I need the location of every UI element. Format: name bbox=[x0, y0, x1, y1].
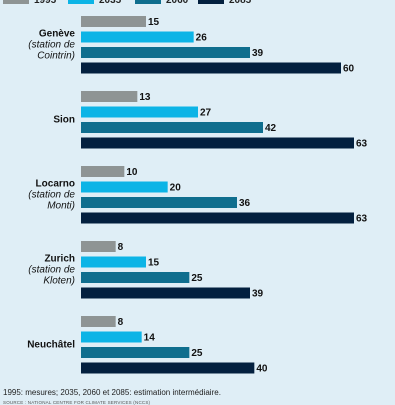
bar bbox=[81, 347, 190, 358]
bar bbox=[81, 331, 142, 343]
data-label: 8 bbox=[118, 242, 124, 253]
legend-swatch bbox=[3, 0, 29, 4]
data-label: 14 bbox=[144, 333, 156, 344]
legend-label: 2035 bbox=[99, 0, 122, 6]
data-label: 39 bbox=[252, 48, 264, 59]
data-label: 63 bbox=[356, 139, 368, 150]
bar bbox=[81, 197, 237, 208]
data-label: 25 bbox=[191, 273, 203, 284]
legend-swatch bbox=[68, 0, 94, 4]
legend-swatch bbox=[135, 0, 161, 4]
data-label: 15 bbox=[148, 258, 160, 269]
data-label: 26 bbox=[196, 33, 208, 44]
category-label: Sion bbox=[53, 114, 75, 125]
data-label: 13 bbox=[139, 92, 151, 103]
bar bbox=[81, 166, 125, 177]
data-label: 20 bbox=[170, 183, 182, 194]
bar bbox=[81, 272, 190, 283]
bar bbox=[81, 16, 146, 27]
category-sublabel: Monti) bbox=[47, 200, 75, 211]
source-note: SOURCE : NATIONAL CENTRE FOR CLIMATE SER… bbox=[3, 400, 151, 405]
bar bbox=[81, 316, 116, 327]
data-label: 60 bbox=[343, 64, 355, 75]
data-label: 25 bbox=[191, 348, 203, 359]
data-label: 10 bbox=[126, 167, 138, 178]
bar bbox=[81, 241, 116, 252]
category-label: Locarno bbox=[36, 178, 75, 189]
bar bbox=[81, 106, 198, 118]
category-sublabel: Cointrin) bbox=[37, 50, 75, 61]
legend-swatch bbox=[198, 0, 224, 4]
category-sublabel: (station de bbox=[28, 39, 75, 50]
bar bbox=[81, 212, 354, 224]
bar bbox=[81, 122, 263, 133]
category-sublabel: (station de bbox=[28, 189, 75, 200]
legend-label: 1995 bbox=[34, 0, 57, 6]
category-label: Genève bbox=[39, 28, 76, 39]
bar bbox=[81, 31, 194, 43]
category-sublabel: (station de bbox=[28, 264, 75, 275]
bar bbox=[81, 287, 250, 299]
footnote: 1995: mesures; 2035, 2060 et 2085: estim… bbox=[3, 388, 221, 397]
category-sublabel: Kloten) bbox=[43, 275, 75, 286]
bar bbox=[81, 181, 168, 193]
bar bbox=[81, 137, 354, 149]
bar bbox=[81, 91, 138, 102]
bar bbox=[81, 362, 255, 374]
category-label: Neuchâtel bbox=[27, 339, 75, 350]
data-label: 63 bbox=[356, 214, 368, 225]
data-label: 39 bbox=[252, 289, 264, 300]
data-label: 27 bbox=[200, 108, 212, 119]
bar bbox=[81, 47, 250, 58]
data-label: 15 bbox=[148, 17, 160, 28]
legend-label: 2085 bbox=[229, 0, 252, 6]
category-label: Zurich bbox=[44, 253, 75, 264]
bar bbox=[81, 62, 341, 74]
legend-label: 2060 bbox=[166, 0, 189, 6]
data-label: 40 bbox=[256, 364, 268, 375]
data-label: 42 bbox=[265, 123, 277, 134]
data-label: 8 bbox=[118, 317, 124, 328]
data-label: 36 bbox=[239, 198, 251, 209]
bar bbox=[81, 256, 146, 268]
